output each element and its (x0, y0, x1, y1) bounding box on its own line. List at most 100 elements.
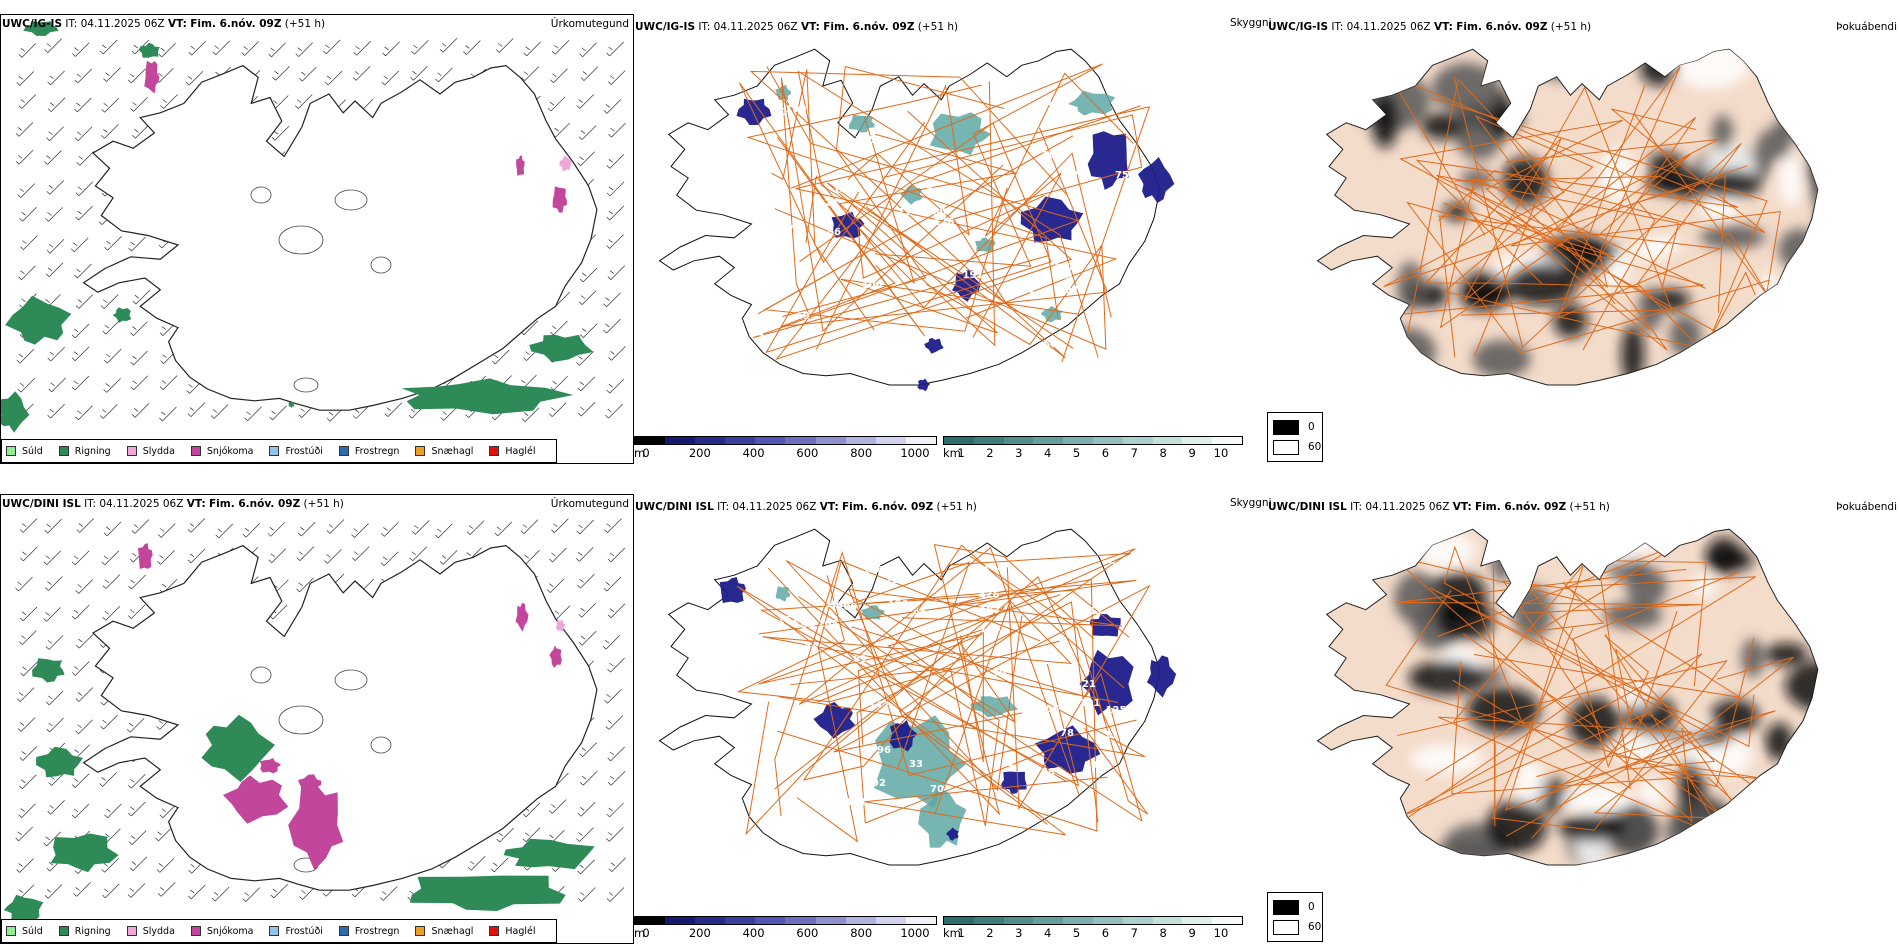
cloud-value-label: 92 (872, 778, 886, 789)
fog-legend-row1: 0 60 (1267, 412, 1323, 462)
iceland-land (82, 64, 598, 411)
fog-map (1316, 48, 1819, 386)
cloud-value-label: 86 (827, 227, 841, 238)
fog-legend-row2: 0 60 (1267, 892, 1323, 942)
legend-swatch (6, 446, 16, 456)
legend-swatch (338, 446, 349, 456)
legend-label: Rigning (74, 925, 111, 937)
colorbar-tick: 2 (986, 446, 994, 460)
fog-map (1316, 528, 1819, 866)
header: UWC/DINI ISL IT: 04.11.2025 06Z VT: Fim.… (2, 498, 344, 510)
cloud-value-label: 180 (888, 599, 909, 610)
legend-swatch (269, 446, 280, 456)
legend-label: Haglél (505, 445, 536, 457)
cloud-value-label: 92 (913, 609, 927, 620)
cbar-km-row1: km 1 2 3 4 5 6 7 8 9 10 (943, 436, 1243, 462)
panel-title-precip: Úrkomutegund (550, 498, 629, 510)
cloud-value-label: 143 (856, 777, 877, 788)
cloud-value-label: 105 (818, 619, 839, 630)
cloud-value-label: 78 (1060, 728, 1074, 739)
cloud-value-label: 137 (1054, 262, 1075, 273)
colorbar-tick: 800 (850, 926, 873, 940)
colorbar-tick: 1 (957, 926, 965, 940)
cloud-value-label: 96 (877, 745, 891, 756)
legend-label: Slydda (142, 925, 175, 937)
cloud-value-label: 206 (1039, 704, 1060, 715)
cloud-value-label: 88 (1041, 767, 1055, 778)
colorbar-unit: m (634, 926, 646, 940)
glacier-outlines (250, 186, 392, 393)
road-lines (1383, 66, 1781, 365)
colorbar-tick: 0 (642, 926, 650, 940)
cloud-value-label: 33 (909, 759, 923, 770)
cloud-value-label: 124 (1116, 712, 1137, 723)
precip-legend: Súld Rigning Slydda Snjókoma Frostúði Frostre… (1, 439, 557, 463)
legend-item: Snæhagl (415, 926, 473, 937)
colorbar-tick: 3 (1015, 446, 1023, 460)
cloud-areas (736, 85, 1175, 392)
colorbar-unit: m (634, 446, 646, 460)
colorbar-unit: km (943, 926, 961, 940)
legend-item: Súld (6, 446, 43, 457)
legend-label: Frostregn (354, 445, 400, 457)
cbar-km-row2: km 1 2 3 4 5 6 7 8 9 10 (943, 916, 1243, 942)
header: UWC/DINI ISL IT: 04.11.2025 06Z VT: Fim.… (1268, 501, 1610, 513)
colorbar-tick: 0 (642, 446, 650, 460)
header: UWC/IG-IS IT: 04.11.2025 06Z VT: Fim. 6.… (635, 21, 959, 33)
cloud-value-label: 124 (818, 198, 839, 209)
legend-item: Frostúði (269, 925, 323, 937)
legend-swatch (415, 926, 426, 936)
legend-label: Snæhagl (431, 445, 474, 457)
panel-title-cloud: Skyggni (1230, 17, 1272, 29)
cloud-labels: 92 88 17 53 70 11 69 21 90 125 75 142 161 118 78 96 151 2… (778, 561, 1166, 837)
colorbar-tick: 5 (1072, 926, 1081, 940)
cloud-panel-row1: 100 176 160 77 77 191 107 113 101 162 66 71 69 89 137 8… (634, 14, 1274, 464)
legend-item: Slydda (126, 925, 175, 937)
road-lines (738, 63, 1151, 362)
cloud-value-label: 71 (897, 207, 911, 218)
cloud-value-label: 14 (1152, 729, 1166, 740)
cloud-value-label: 109 (786, 104, 807, 115)
colorbar-tick: 400 (742, 926, 765, 940)
cloud-value-label: 70 (757, 333, 771, 344)
header: UWC/DINI ISL IT: 04.11.2025 06Z VT: Fim.… (635, 501, 977, 513)
road-lines (1385, 544, 1794, 840)
legend-swatch (489, 446, 500, 456)
cloud-value-label: 256 (886, 575, 907, 586)
cloud-value-label: 10 (798, 807, 812, 818)
precip-areas (3, 543, 595, 923)
cloud-value-label: 75 (1115, 170, 1129, 181)
cloud-map: 92 88 17 53 70 11 69 21 90 125 75 142 161 118 78 96 151 2… (658, 528, 1177, 866)
cloud-value-label: 53 (1088, 606, 1102, 617)
cloud-value-label: 113 (1052, 271, 1073, 282)
colorbar (943, 916, 1243, 925)
colorbar-tick: 10 (1213, 926, 1229, 940)
colorbar-tick: 7 (1130, 446, 1138, 460)
colorbar-tick: 1000 (900, 446, 930, 460)
cloud-value-label: 162 (1016, 285, 1037, 296)
cbar-m-row1: m 0 200 400 600 800 1000 (634, 436, 937, 462)
colorbar-tick: 5 (1072, 446, 1081, 460)
cloud-value-label: 68 (1038, 97, 1052, 108)
legend-item: Frostregn (338, 926, 399, 937)
cloud-value-label: 101 (1080, 698, 1101, 709)
cloud-value-label: 94 (801, 620, 815, 631)
legend-item: Rigning (58, 925, 111, 937)
cloud-value-label: 101 (1042, 150, 1063, 161)
precip-areas (1, 21, 594, 433)
cloud-value-label: 118 (1105, 730, 1126, 741)
legend-item: Snæhagl (415, 446, 473, 457)
cloud-value-label: 186 (863, 565, 884, 576)
colorbar-tick: 600 (796, 446, 819, 460)
cloud-value-label: 161 (778, 615, 799, 626)
legend-label: Frostúði (285, 925, 323, 937)
precip-map (3, 518, 627, 923)
legend-swatch (338, 926, 349, 936)
legend-swatch (126, 446, 137, 456)
cloud-value-label: 96 (804, 643, 818, 654)
cloud-value-label: 105 (1112, 232, 1133, 243)
colorbar-tick: 6 (1101, 926, 1110, 940)
cloud-value-label: 14 (833, 185, 847, 196)
